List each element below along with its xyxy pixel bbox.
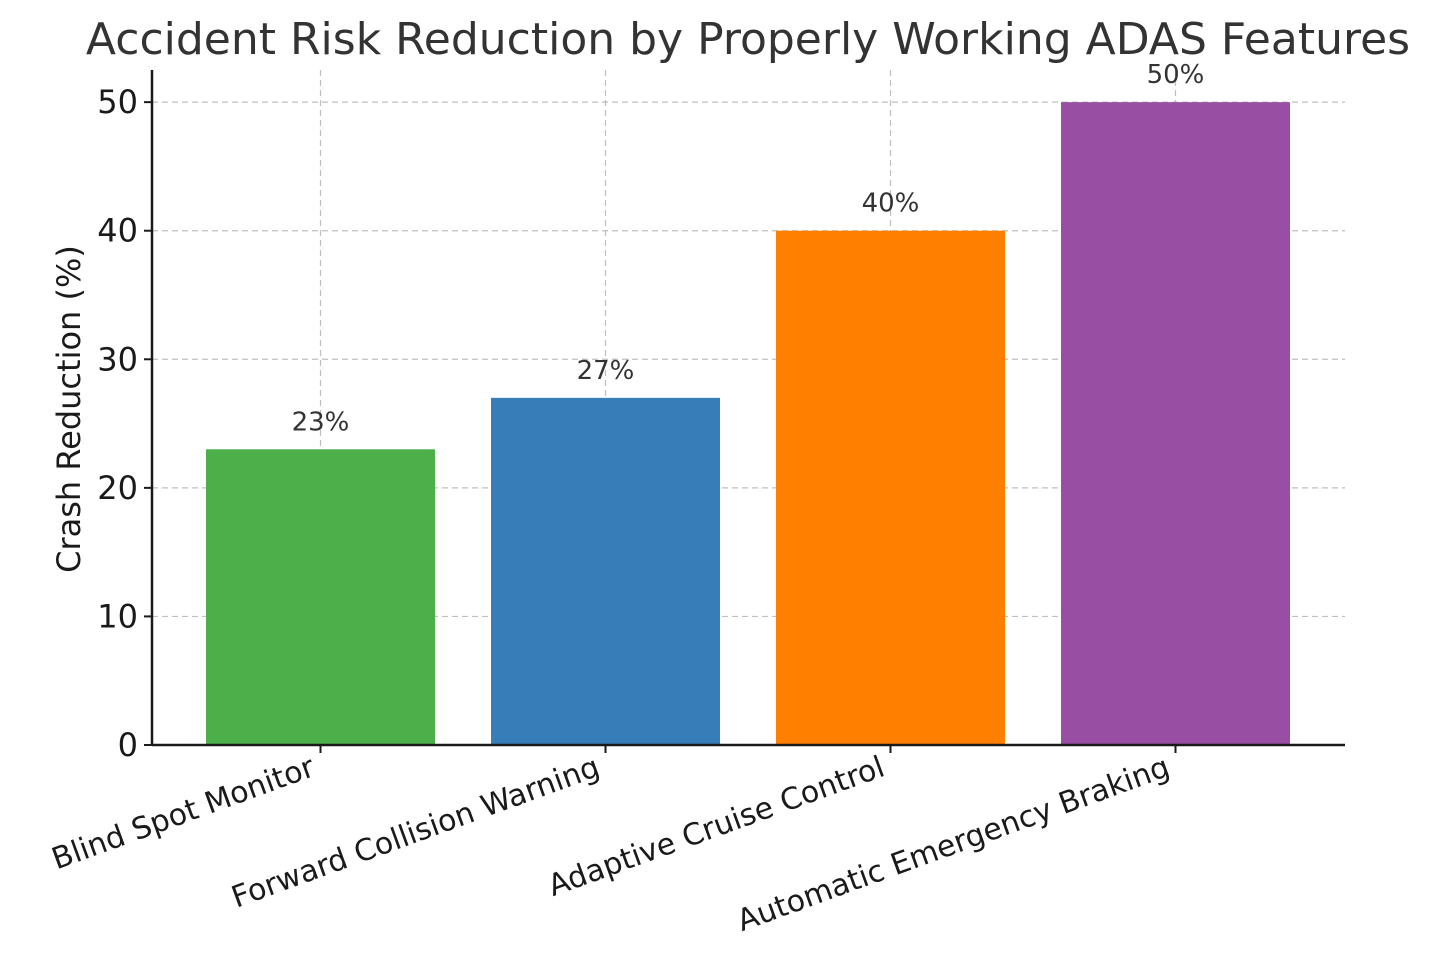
chart-title: Accident Risk Reduction by Properly Work… <box>86 14 1410 65</box>
bar-1 <box>206 449 435 745</box>
data-label: 40% <box>862 189 920 219</box>
bar-2 <box>491 397 720 745</box>
bars-group <box>206 102 1290 745</box>
axes-group <box>144 70 1345 753</box>
bar-4 <box>1061 102 1290 745</box>
y-axis-label: Crash Reduction (%) <box>50 245 88 573</box>
y-tick-label: 50 <box>97 83 138 121</box>
y-tick-label: 40 <box>97 212 138 250</box>
data-label: 27% <box>577 356 635 386</box>
x-tick-label: Blind Spot Monitor <box>47 749 320 877</box>
y-tick-label: 30 <box>97 340 138 378</box>
data-label: 50% <box>1147 60 1205 90</box>
bar-3 <box>776 230 1005 745</box>
y-tick-label: 0 <box>118 726 138 764</box>
data-label: 23% <box>292 407 350 437</box>
y-tick-label: 10 <box>97 597 138 635</box>
y-tick-label: 20 <box>97 469 138 507</box>
